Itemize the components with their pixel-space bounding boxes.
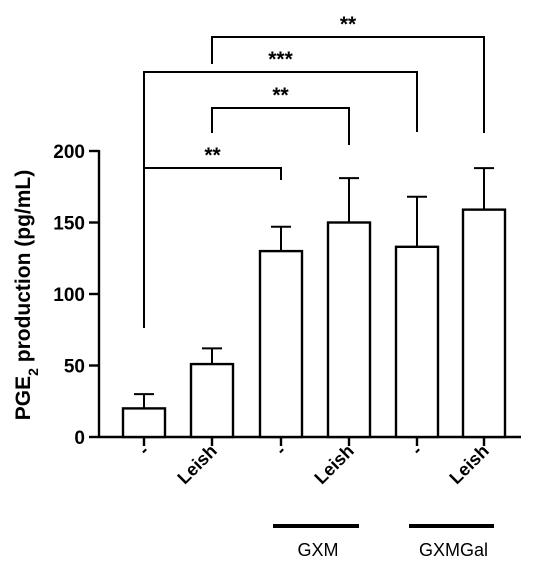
y-axis-label: PGE2 production (pg/mL) bbox=[12, 170, 41, 420]
group-label: GXMGal bbox=[419, 540, 488, 560]
significance-label: *** bbox=[268, 48, 293, 71]
bar bbox=[189, 362, 235, 439]
y-tick-label: 200 bbox=[53, 142, 85, 163]
significance-bracket bbox=[143, 167, 282, 328]
x-tick-label: Leish bbox=[445, 441, 492, 488]
y-tick-label: 100 bbox=[53, 285, 85, 306]
y-tick-label: 50 bbox=[64, 357, 85, 378]
x-tick-label: Leish bbox=[173, 441, 220, 488]
y-tick-label: 150 bbox=[53, 214, 85, 235]
bar bbox=[258, 249, 304, 439]
bar bbox=[461, 208, 507, 439]
significance-bracket bbox=[211, 36, 485, 133]
bar bbox=[326, 221, 372, 439]
x-tick-label: Leish bbox=[310, 441, 357, 488]
significance-label: ** bbox=[340, 13, 357, 36]
bar bbox=[394, 245, 440, 439]
bar bbox=[121, 407, 167, 439]
y-tick-label: 0 bbox=[74, 428, 85, 449]
significance-label: ** bbox=[204, 144, 221, 167]
significance-bracket bbox=[211, 107, 350, 145]
significance-label: ** bbox=[272, 84, 289, 107]
group-label: GXM bbox=[297, 540, 338, 560]
